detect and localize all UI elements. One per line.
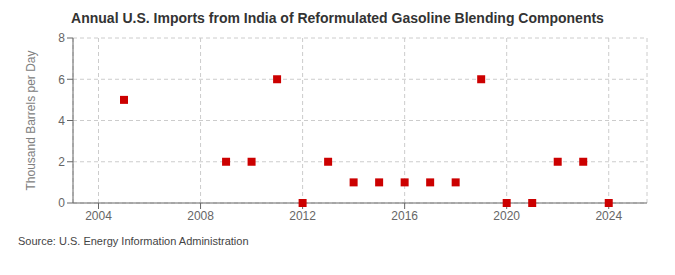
svg-text:6: 6 — [58, 73, 65, 87]
html-text:Source: U.S. Energy Informatio: Source: U.S. Energy Information Administ… — [18, 235, 249, 247]
svg-text:0: 0 — [58, 196, 65, 210]
svg-text:2024: 2024 — [595, 209, 622, 223]
svg-text:2008: 2008 — [187, 209, 214, 223]
svg-text:2: 2 — [58, 155, 65, 169]
svg-text:2012: 2012 — [289, 209, 316, 223]
svg-text:2004: 2004 — [85, 209, 112, 223]
svg-text:2016: 2016 — [391, 209, 418, 223]
svg-text:4: 4 — [58, 114, 65, 128]
svg-text:8: 8 — [58, 31, 65, 45]
svg-text:Thousand Barrels per Day: Thousand Barrels per Day — [24, 50, 38, 190]
svg-text:2020: 2020 — [493, 209, 520, 223]
html-text:Annual U.S. Imports from India: Annual U.S. Imports from India of Reform… — [71, 10, 604, 26]
